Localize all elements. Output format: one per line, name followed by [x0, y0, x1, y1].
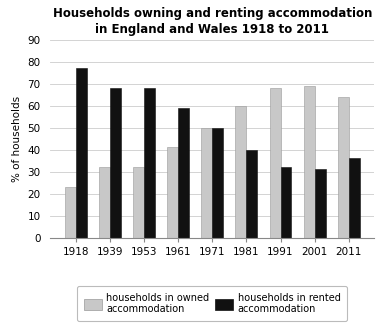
Bar: [133, 167, 144, 238]
Bar: [269, 88, 281, 238]
Bar: [167, 148, 178, 238]
Bar: [315, 169, 325, 238]
Bar: [281, 167, 291, 238]
Bar: [178, 108, 189, 238]
Bar: [338, 97, 349, 238]
Bar: [65, 187, 76, 238]
Bar: [304, 86, 315, 238]
Bar: [246, 149, 257, 238]
Bar: [349, 158, 360, 238]
Bar: [144, 88, 155, 238]
Bar: [76, 68, 87, 238]
Y-axis label: % of households: % of households: [12, 96, 22, 182]
Bar: [201, 128, 212, 238]
Bar: [99, 167, 110, 238]
Bar: [235, 106, 246, 238]
Legend: households in owned
accommodation, households in rented
accommodation: households in owned accommodation, house…: [77, 286, 347, 321]
Bar: [212, 128, 223, 238]
Bar: [110, 88, 121, 238]
Title: Households owning and renting accommodation
in England and Wales 1918 to 2011: Households owning and renting accommodat…: [52, 7, 372, 36]
